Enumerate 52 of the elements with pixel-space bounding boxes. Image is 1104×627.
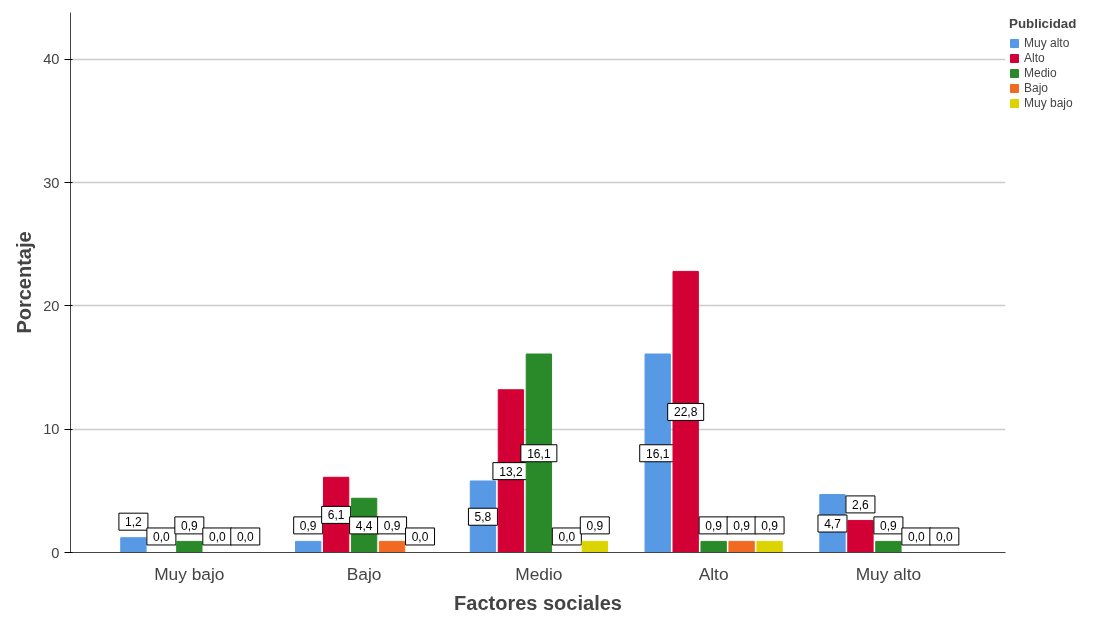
data-label: 13,2 — [499, 464, 523, 479]
data-label: 0,9 — [383, 518, 401, 533]
data-label: 0,9 — [181, 518, 199, 533]
data-label: 0,0 — [236, 529, 254, 544]
legend-label: Medio — [1024, 66, 1057, 80]
y-axis-title: Porcentaje — [13, 231, 36, 334]
bar — [700, 540, 727, 553]
bar — [378, 540, 406, 553]
data-label: 0,0 — [935, 529, 953, 544]
data-label: 0,9 — [299, 518, 317, 533]
data-label: 5,8 — [474, 510, 492, 525]
y-tick-label: 20 — [43, 297, 60, 314]
data-label: 4,7 — [824, 517, 842, 532]
data-label: 0,0 — [208, 529, 226, 544]
y-tick-label: 30 — [43, 174, 60, 191]
x-axis-title: Factores sociales — [454, 591, 622, 614]
y-tick-label: 10 — [43, 421, 60, 438]
data-label: 0,0 — [908, 529, 926, 544]
x-tick-label: Muy alto — [855, 563, 922, 584]
legend-label: Bajo — [1024, 81, 1049, 95]
data-label: 0,9 — [705, 518, 723, 533]
legend-label: Muy alto — [1024, 36, 1070, 50]
bar — [756, 540, 783, 553]
x-tick-label: Bajo — [346, 563, 382, 584]
data-label: 1,2 — [125, 515, 143, 530]
y-tick-label: 0 — [51, 544, 60, 561]
data-label: 0,0 — [153, 529, 171, 544]
legend-label: Alto — [1024, 51, 1045, 65]
data-label: 0,9 — [733, 518, 751, 533]
data-label: 16,1 — [527, 446, 551, 461]
legend-title: Publicidad — [1009, 16, 1077, 31]
data-label: 2,6 — [852, 497, 870, 512]
bar — [176, 540, 203, 553]
data-label: 4,4 — [355, 518, 373, 533]
data-label: 16,1 — [646, 446, 670, 461]
bar — [728, 540, 755, 553]
data-label: 22,8 — [674, 405, 698, 420]
bar — [875, 540, 902, 553]
data-label: 6,1 — [327, 508, 345, 523]
y-tick-label: 40 — [43, 51, 60, 68]
x-tick-label: Muy bajo — [154, 563, 225, 584]
bar — [295, 540, 322, 553]
data-label: 0,0 — [558, 529, 576, 544]
bar — [847, 519, 874, 553]
data-label: 0,9 — [586, 518, 604, 533]
x-tick-label: Medio — [515, 563, 563, 584]
bar — [581, 540, 608, 553]
data-label: 0,9 — [761, 518, 779, 533]
data-label: 0,0 — [411, 529, 429, 544]
legend-label: Muy bajo — [1024, 96, 1073, 110]
data-label: 0,9 — [880, 518, 898, 533]
x-tick-label: Alto — [698, 563, 729, 584]
